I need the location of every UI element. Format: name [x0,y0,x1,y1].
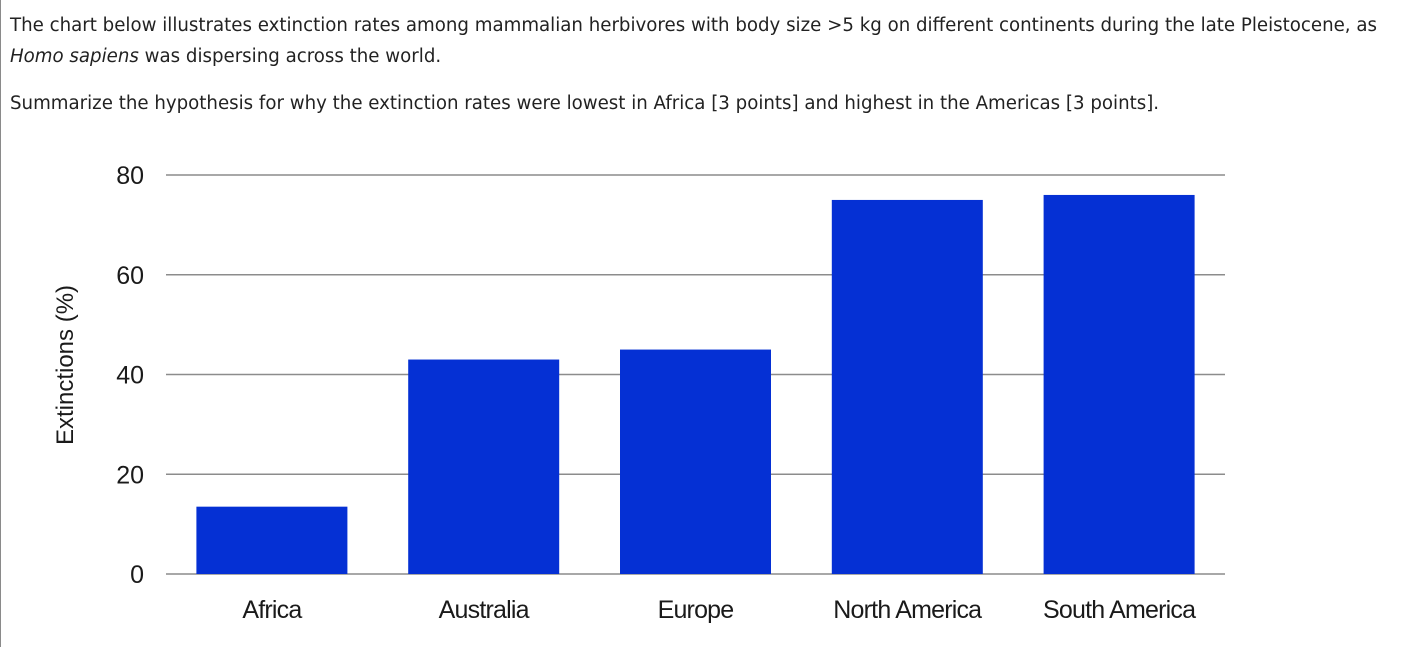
category-label: South America [1043,596,1196,624]
y-tick-label: 60 [116,262,144,290]
y-tick-label: 40 [116,362,144,390]
y-axis-title: Extinctions (%) [52,285,79,445]
y-tick-label: 20 [116,461,144,489]
bar-north-america [831,199,983,574]
y-tick-labels: 0 20 40 60 80 [116,162,144,589]
question-line1: The chart below illustrates extinction r… [10,15,1377,36]
bar-australia [408,359,560,574]
bar-africa [196,506,348,574]
bars [196,194,1195,574]
bar-south-america [1043,194,1195,574]
category-label: Europe [658,596,734,624]
question-prompt: Summarize the hypothesis for why the ext… [10,93,1160,114]
bar-europe [620,349,771,574]
category-label: Australia [439,596,530,624]
question-line2: was dispersing across the world. [138,46,442,67]
species-name: Homo sapiens [10,46,139,67]
category-labels: Africa Australia Europe North America South … [242,596,1197,624]
category-label: North America [833,596,982,624]
y-tick-label: 0 [130,561,144,589]
category-label: Africa [242,596,302,624]
y-tick-label: 80 [116,162,144,190]
question-intro: The chart below illustrates extinction r… [10,10,1377,72]
